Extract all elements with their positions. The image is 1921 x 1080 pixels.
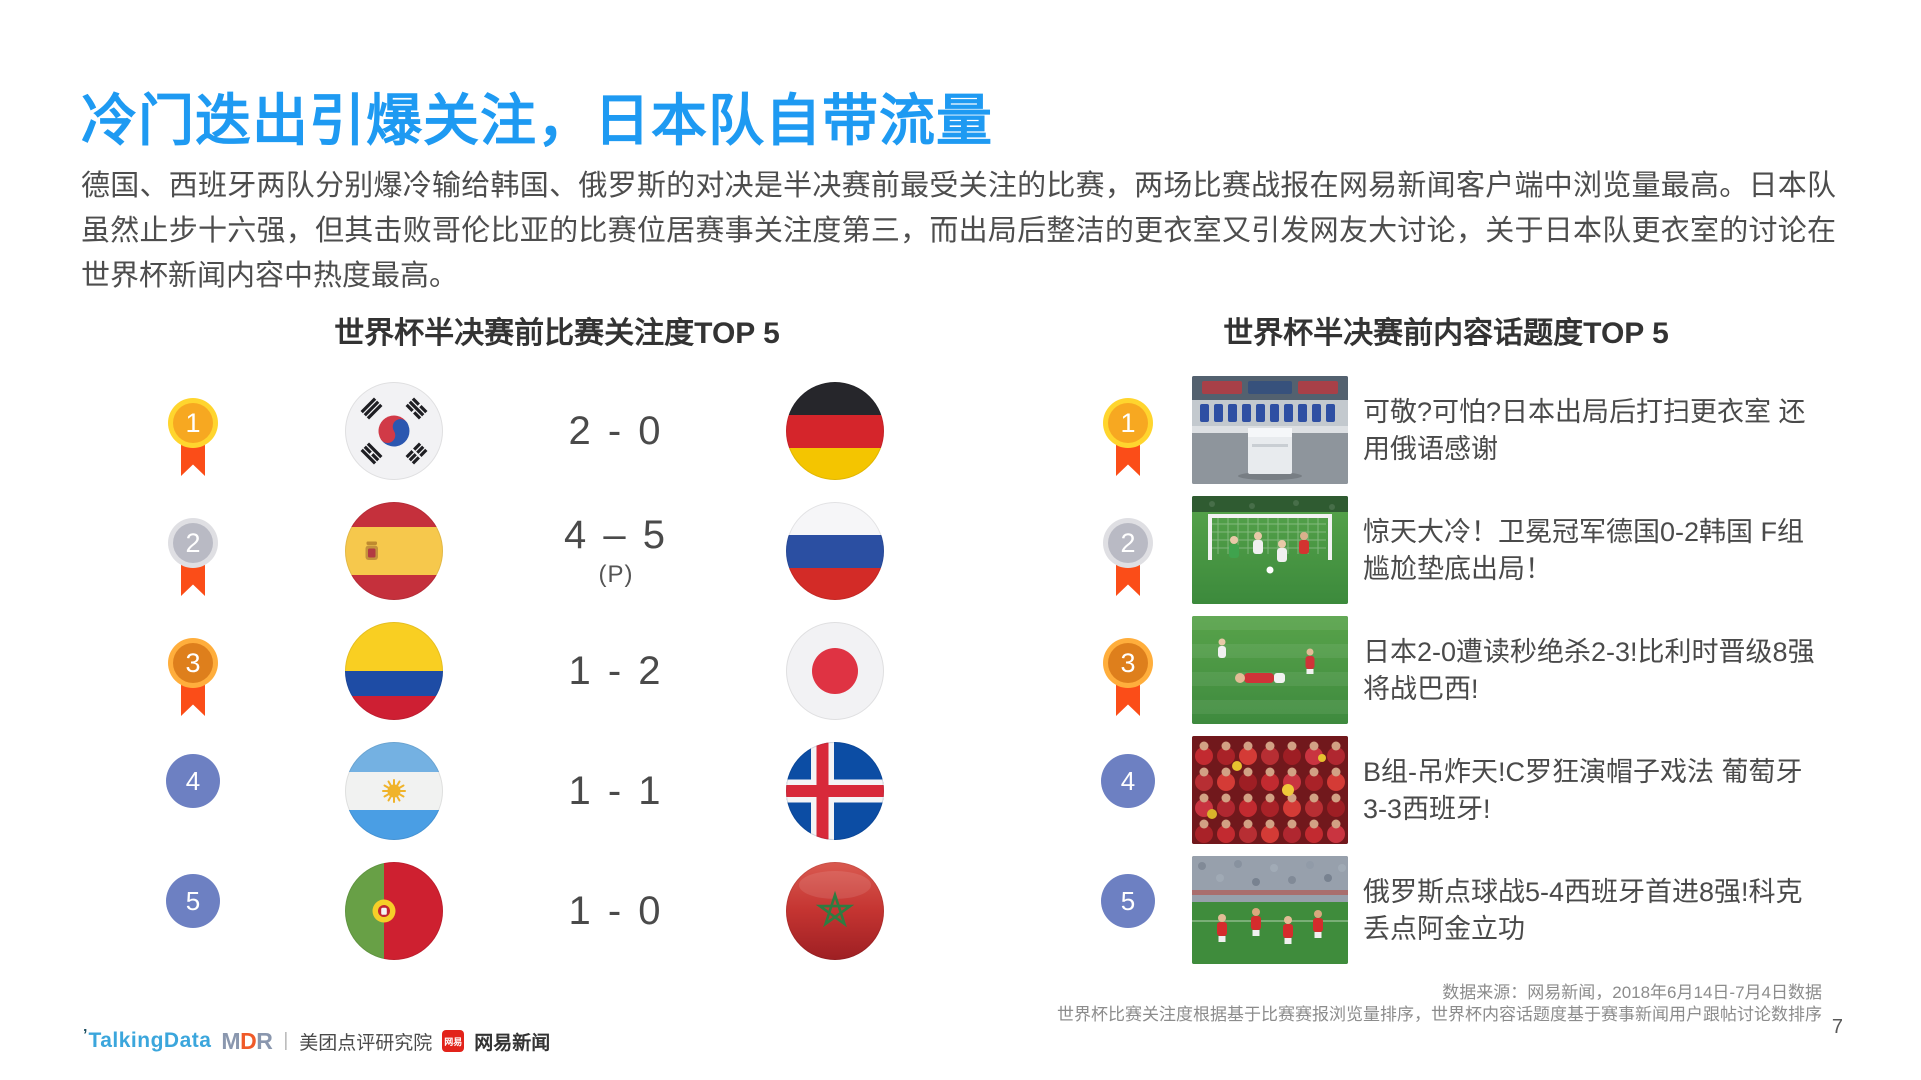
match-score: 1 - 2 [496, 611, 736, 731]
rank-number: 5 [1121, 886, 1135, 916]
match-score: 1 - 1 [496, 731, 736, 851]
topic-headline: 可敬?可怕?日本出局后打扫更衣室 还用俄语感谢 [1363, 371, 1825, 491]
penalty-note: (P) [598, 561, 634, 588]
germany-korea-goalmouth-photo [1192, 496, 1348, 604]
russia-spain-celebration-photo [1192, 856, 1348, 964]
bronze-medal-icon: 3 [1103, 638, 1153, 716]
match-score: 4 – 5 (P) [496, 491, 736, 611]
topic-headline: B组-吊炸天!C罗狂演帽子戏法 葡萄牙3-3西班牙! [1363, 731, 1825, 851]
rank-number: 5 [186, 886, 200, 916]
page-number: 7 [1831, 1016, 1843, 1038]
flag-japan-icon [786, 622, 884, 720]
talkingdata-logo-text: TalkingData [88, 1029, 212, 1052]
rank-number: 1 [1120, 408, 1135, 438]
rank-5-badge-icon: 5 [166, 874, 220, 928]
score-text: 1 - 0 [568, 888, 664, 933]
source-line-1: 数据来源：网易新闻，2018年6月14日-7月4日数据 [1442, 983, 1822, 1002]
source-line-2: 世界杯比赛关注度根据基于比赛赛报浏览量排序，世界杯内容话题度基于赛事新闻用户跟帖… [1057, 1005, 1822, 1024]
data-source-note: 数据来源：网易新闻，2018年6月14日-7月4日数据 世界杯比赛关注度根据基于… [522, 982, 1822, 1026]
topic-headline: 俄罗斯点球战5-4西班牙首进8强!科克丢点阿金立功 [1363, 851, 1825, 971]
netease-logo-icon: 网易 [442, 1030, 465, 1052]
flag-germany-icon [786, 382, 884, 480]
headline-text: B组-吊炸天!C罗狂演帽子戏法 葡萄牙3-3西班牙! [1363, 757, 1803, 824]
rank-row-4: 4 1 - 1 4 [0, 731, 1921, 851]
rank-number: 3 [1120, 648, 1135, 678]
mdr-letter-d: D [240, 1027, 257, 1054]
rank-number: 2 [185, 528, 200, 558]
score-text: 2 - 0 [568, 408, 664, 453]
rank-number: 3 [185, 648, 200, 678]
intro-paragraph: 德国、西班牙两队分别爆冷输给韩国、俄罗斯的对决是半决赛前最受关注的比赛，两场比赛… [81, 170, 1836, 292]
flag-iceland-icon [786, 742, 884, 840]
portugal-spain-fans-photo [1192, 736, 1348, 844]
rank-4-badge-icon: 4 [166, 754, 220, 808]
score-text: 4 – 5 [564, 513, 668, 557]
meituan-research-label: 美团点评研究院 [299, 1032, 433, 1054]
topic-headline: 日本2-0遭读秒绝杀2-3!比利时晋级8强将战巴西! [1363, 611, 1825, 731]
headline-text: 惊天大冷！卫冕冠军德国0-2韩国 F组尴尬垫底出局！ [1363, 517, 1805, 584]
logo-divider: | [283, 1030, 289, 1051]
flag-spain-icon [345, 502, 443, 600]
rank-4-badge-icon: 4 [1101, 754, 1155, 808]
netease-news-label: 网易新闻 [474, 1032, 551, 1054]
rank-number: 2 [1120, 528, 1135, 558]
mdr-letter-r: R [256, 1027, 273, 1054]
flag-colombia-icon [345, 622, 443, 720]
talkingdata-quote-icon: ’ [83, 1027, 88, 1044]
flag-morocco-icon [786, 862, 884, 960]
flag-south-korea-icon [345, 382, 443, 480]
flag-portugal-icon [345, 862, 443, 960]
rank-number: 4 [186, 766, 200, 796]
headline-text: 可敬?可怕?日本出局后打扫更衣室 还用俄语感谢 [1363, 397, 1806, 464]
bronze-medal-icon: 3 [168, 638, 218, 716]
score-text: 1 - 1 [568, 768, 664, 813]
page-title: 冷门迭出引爆关注，日本队自带流量 [81, 89, 993, 152]
rank-row-3: 3 1 - 2 3 [0, 611, 1921, 731]
match-score: 1 - 0 [496, 851, 736, 971]
headline-text: 日本2-0遭读秒绝杀2-3!比利时晋级8强将战巴西! [1363, 637, 1815, 704]
headline-text: 俄罗斯点球战5-4西班牙首进8强!科克丢点阿金立功 [1363, 877, 1803, 944]
silver-medal-icon: 2 [168, 518, 218, 596]
rank-row-5: 5 1 - 0 5 [0, 851, 1921, 971]
score-text: 1 - 2 [568, 648, 664, 693]
flag-russia-icon [786, 502, 884, 600]
flag-argentina-icon [345, 742, 443, 840]
rank-5-badge-icon: 5 [1101, 874, 1155, 928]
rank-row-2: 2 4 – 5 (P) 2 [0, 491, 1921, 611]
rank-number: 4 [1121, 766, 1135, 796]
japan-locker-room-photo [1192, 376, 1348, 484]
silver-medal-icon: 2 [1103, 518, 1153, 596]
topic-headline: 惊天大冷！卫冕冠军德国0-2韩国 F组尴尬垫底出局！ [1363, 491, 1825, 611]
talkingdata-logo: ’ TalkingData [83, 1027, 212, 1053]
mdr-logo: M D R [221, 1028, 272, 1055]
gold-medal-icon: 1 [168, 398, 218, 476]
match-ranking-title: 世界杯半决赛前比赛关注度TOP 5 [334, 317, 780, 350]
gold-medal-icon: 1 [1103, 398, 1153, 476]
japan-belgium-pitch-photo [1192, 616, 1348, 724]
footer-logos: ’ TalkingData M D R | 美团点评研究院 网易 网易新闻 [83, 1026, 550, 1056]
mdr-letter-m: M [221, 1027, 241, 1054]
rank-number: 1 [185, 408, 200, 438]
rank-row-1: 1 2 - 0 [0, 371, 1921, 491]
topic-ranking-title: 世界杯半决赛前内容话题度TOP 5 [1223, 317, 1669, 350]
match-score: 2 - 0 [496, 371, 736, 491]
